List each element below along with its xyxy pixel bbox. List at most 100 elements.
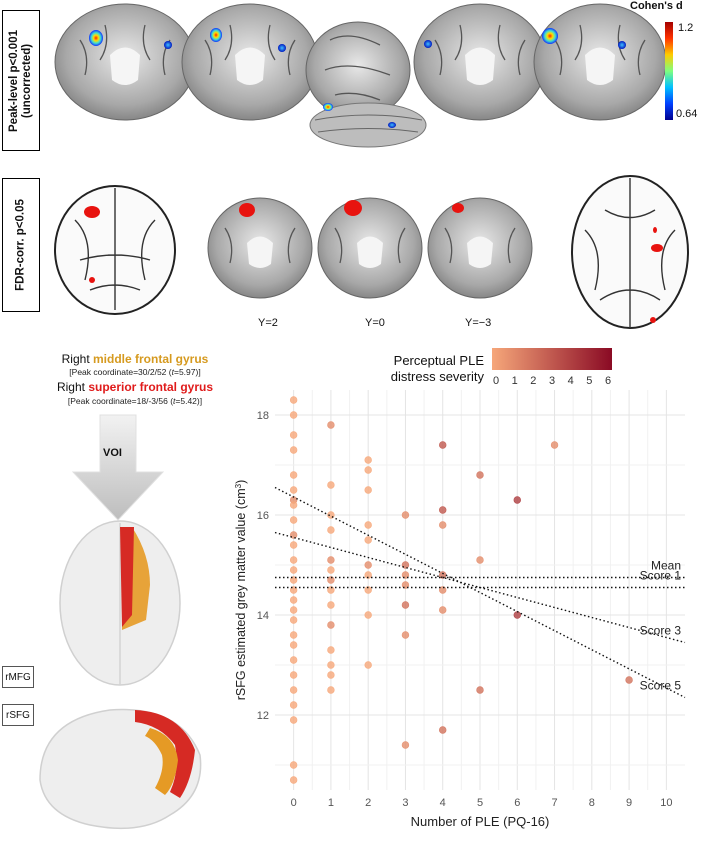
data-point bbox=[289, 556, 298, 564]
glass-brain-axial bbox=[571, 175, 689, 329]
fit-line-label: Mean bbox=[651, 559, 681, 573]
data-point bbox=[364, 466, 372, 474]
region-line-1: Right middle frontal gyrus bbox=[61, 352, 209, 366]
x-tick-label: 0 bbox=[291, 797, 297, 809]
legend-tick-0: 0 bbox=[493, 375, 499, 387]
data-point bbox=[401, 741, 410, 749]
x-tick-label: 3 bbox=[402, 797, 408, 809]
cohens-d-title: Cohen's d bbox=[630, 0, 683, 12]
row2-threshold-label: FDR-corr. p<0.05 bbox=[2, 178, 40, 312]
data-point bbox=[327, 576, 335, 584]
coronal-slice-2 bbox=[181, 3, 319, 121]
data-point bbox=[289, 586, 298, 594]
data-point bbox=[401, 571, 410, 579]
coronal-slice-y2 bbox=[207, 197, 313, 299]
data-point bbox=[289, 411, 298, 419]
data-point bbox=[364, 661, 372, 669]
x-tick-label: 5 bbox=[477, 797, 483, 809]
legend-tick-6: 6 bbox=[605, 375, 611, 387]
cohens-d-max: 1.2 bbox=[678, 22, 694, 34]
slice-label-1: Y=2 bbox=[258, 317, 278, 329]
fit-line-label: Score 3 bbox=[640, 624, 682, 638]
legend-tick-3: 3 bbox=[549, 375, 555, 387]
data-point bbox=[289, 776, 298, 784]
cohens-d-colorbar bbox=[665, 22, 673, 120]
data-point bbox=[289, 656, 298, 664]
rsfg-tag: rSFG bbox=[2, 704, 34, 726]
x-tick-label: 1 bbox=[328, 797, 334, 809]
data-point bbox=[364, 611, 372, 619]
y-tick-label: 12 bbox=[257, 710, 269, 722]
data-point bbox=[401, 511, 410, 519]
voi-sagittal-brain bbox=[39, 708, 202, 830]
data-point bbox=[476, 686, 484, 694]
row2-label: FDR-corr. p<0.05 bbox=[14, 199, 27, 291]
coronal-slice-1 bbox=[54, 3, 196, 121]
voi-axial-brain bbox=[59, 520, 181, 686]
data-point bbox=[327, 586, 335, 594]
fit-line bbox=[274, 531, 686, 644]
coronal-slice-4 bbox=[413, 3, 547, 121]
data-point bbox=[289, 596, 298, 604]
data-point bbox=[439, 506, 447, 514]
coronal-slices-row1 bbox=[54, 3, 667, 148]
rmfg-tag: rMFG bbox=[2, 666, 34, 688]
data-point bbox=[289, 701, 298, 709]
row1-threshold-label: Peak-level p<0.001 (uncorrected) bbox=[2, 10, 40, 151]
data-point bbox=[289, 446, 298, 454]
legend-gradient bbox=[492, 348, 612, 370]
data-point bbox=[289, 616, 298, 624]
x-tick-label: 10 bbox=[660, 797, 672, 809]
coronal-slice-y-minus3 bbox=[427, 197, 533, 299]
data-point bbox=[439, 521, 447, 529]
data-point bbox=[289, 671, 298, 679]
data-point bbox=[327, 661, 335, 669]
data-point bbox=[289, 541, 298, 549]
data-point bbox=[289, 761, 298, 769]
fit-line-label: Score 5 bbox=[640, 679, 682, 693]
voi-label: VOI bbox=[103, 447, 122, 459]
slice-label-2: Y=0 bbox=[365, 317, 385, 329]
data-point bbox=[625, 676, 633, 684]
data-point bbox=[476, 556, 484, 564]
x-tick-label: 7 bbox=[551, 797, 557, 809]
legend-tick-1: 1 bbox=[512, 375, 518, 387]
legend-tick-2: 2 bbox=[530, 375, 536, 387]
data-point bbox=[513, 496, 521, 504]
data-point bbox=[401, 601, 410, 609]
data-point bbox=[513, 611, 521, 619]
row1-label-line1: Peak-level p<0.001 bbox=[8, 29, 20, 132]
row1-label-line2: (uncorrected) bbox=[21, 43, 33, 118]
data-point bbox=[364, 456, 372, 464]
x-tick-label: 4 bbox=[440, 797, 446, 809]
data-point bbox=[327, 671, 335, 679]
y-tick-label: 18 bbox=[257, 410, 269, 422]
data-point bbox=[364, 586, 372, 594]
data-point bbox=[327, 566, 335, 574]
data-point bbox=[289, 486, 298, 494]
data-point bbox=[401, 581, 410, 589]
data-point bbox=[327, 526, 335, 534]
data-point bbox=[327, 601, 335, 609]
region-name-mfg: middle frontal gyrus bbox=[93, 352, 209, 366]
data-point bbox=[364, 571, 372, 579]
data-point bbox=[364, 486, 372, 494]
data-point bbox=[327, 686, 335, 694]
data-point bbox=[289, 566, 298, 574]
voi-arrow bbox=[71, 414, 165, 521]
data-point bbox=[289, 631, 298, 639]
fit-line bbox=[274, 486, 686, 699]
legend-title-2: distress severity bbox=[390, 369, 484, 384]
data-point bbox=[439, 586, 447, 594]
region-peak-2: [Peak coordinate=18/-3/56 (t=5.42)] bbox=[67, 396, 203, 406]
data-point bbox=[550, 441, 559, 449]
data-point bbox=[327, 621, 335, 629]
data-point bbox=[289, 431, 298, 439]
data-point bbox=[327, 421, 335, 429]
cohens-d-min: 0.64 bbox=[676, 108, 698, 120]
data-point bbox=[439, 441, 447, 449]
data-point bbox=[327, 481, 335, 489]
